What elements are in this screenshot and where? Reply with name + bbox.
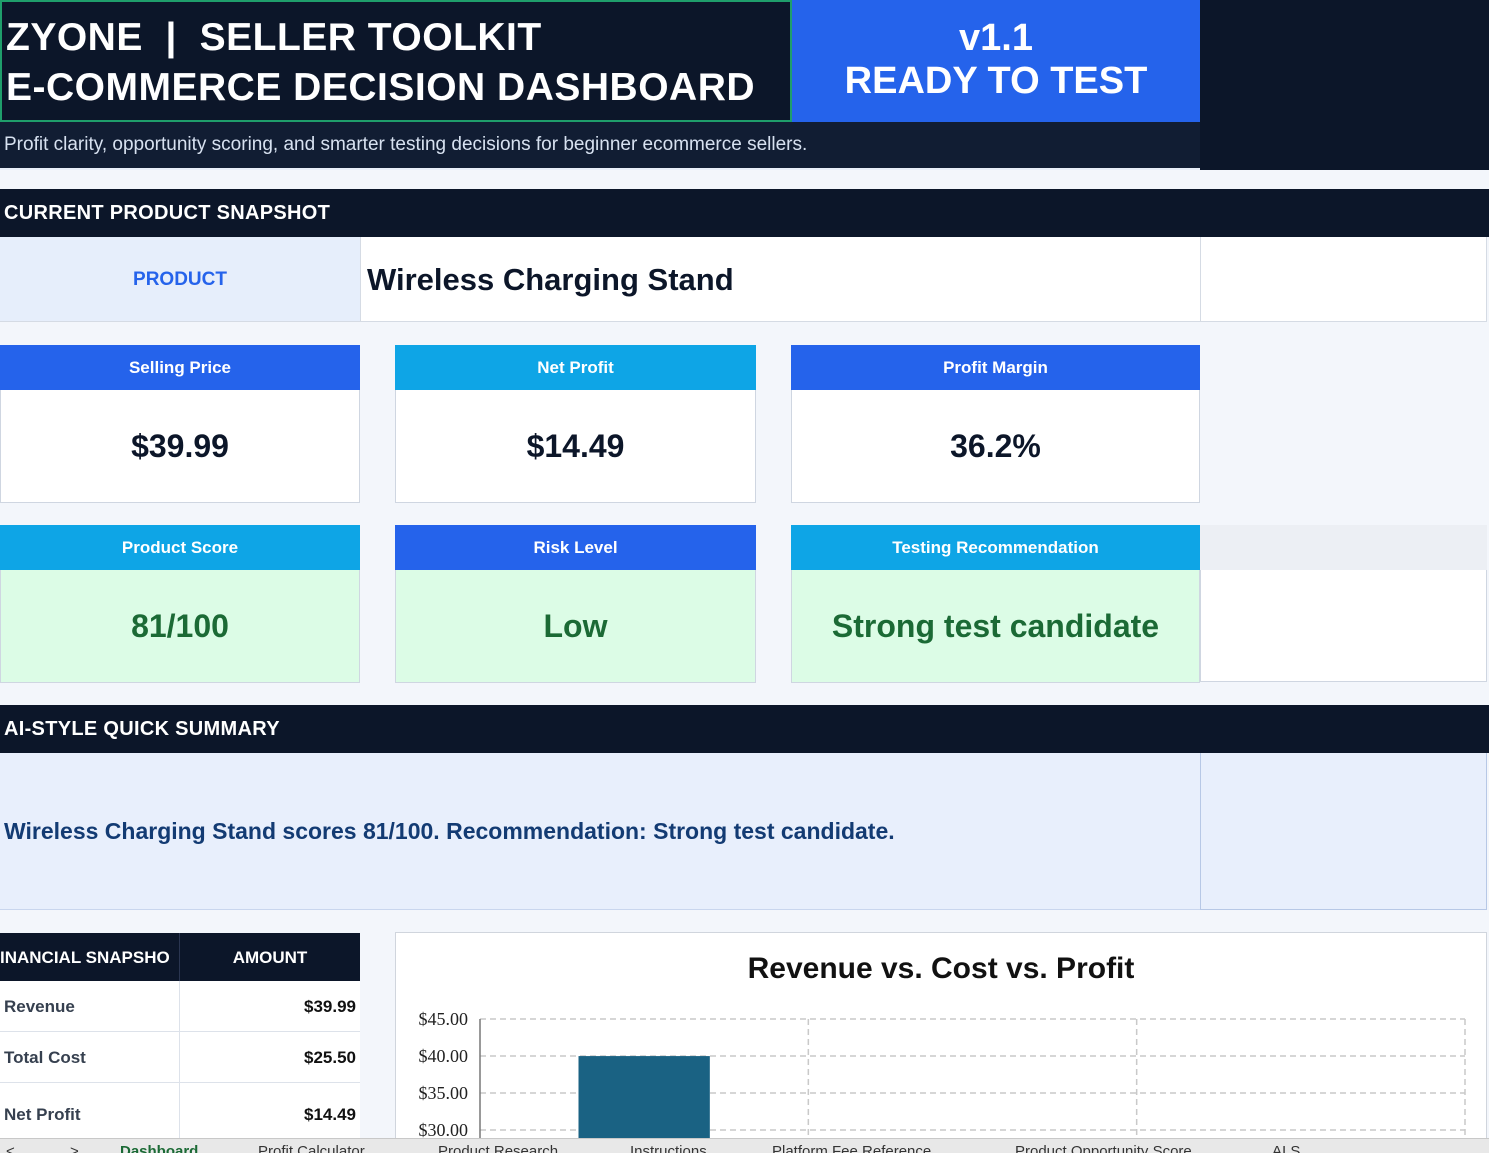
row-amount: $25.50 xyxy=(304,1048,356,1067)
table-header: INANCIAL SNAPSHO AMOUNT xyxy=(0,933,360,981)
version-number: v1.1 xyxy=(959,17,1033,59)
kpi-label: Profit Margin xyxy=(791,345,1200,390)
empty-cell[interactable] xyxy=(1200,753,1487,910)
kpi-value[interactable]: 36.2% xyxy=(791,390,1200,503)
table-row[interactable]: Revenue $39.99 xyxy=(0,981,360,1032)
section-title-summary: AI-STYLE QUICK SUMMARY xyxy=(0,705,1489,753)
y-tick-label: $45.00 xyxy=(419,1009,469,1029)
kpi-label: Risk Level xyxy=(395,525,756,570)
version-badge: v1.1 READY TO TEST xyxy=(792,0,1200,122)
sheet-tab-profit-calculator[interactable]: Profit Calculator xyxy=(258,1143,365,1153)
row-label: Net Profit xyxy=(0,1083,180,1141)
bar-revenue xyxy=(578,1056,710,1138)
tab-scroll-right[interactable]: > xyxy=(70,1143,79,1153)
table-row[interactable]: Total Cost $25.50 xyxy=(0,1032,360,1083)
column-header-amount: AMOUNT xyxy=(232,948,308,967)
kpi-label: Selling Price xyxy=(0,345,360,390)
kpi-value[interactable]: Strong test candidate xyxy=(791,570,1200,683)
header-subtitle: Profit clarity, opportunity scoring, and… xyxy=(4,134,808,155)
row-amount: $39.99 xyxy=(304,997,356,1016)
sheet-tab-bar: < > Dashboard Profit Calculator Product Rese… xyxy=(0,1138,1489,1153)
kpi-value[interactable]: $14.49 xyxy=(395,390,756,503)
empty-cell[interactable] xyxy=(1200,525,1487,570)
sheet-tab-ai-s-[interactable]: AI S... xyxy=(1272,1143,1313,1153)
kpi-value[interactable]: $39.99 xyxy=(0,390,360,503)
empty-cell[interactable] xyxy=(1200,237,1487,322)
sheet-tab-product-opportunity-score[interactable]: Product Opportunity Score xyxy=(1015,1143,1192,1153)
kpi-card-risk-level: Risk Level Low xyxy=(395,525,756,683)
kpi-card-product-score: Product Score 81/100 xyxy=(0,525,360,683)
chart-container[interactable] xyxy=(395,932,1487,1153)
kpi-value[interactable]: 81/100 xyxy=(0,570,360,683)
section-title-snapshot: CURRENT PRODUCT SNAPSHOT xyxy=(0,189,1489,237)
header-title-cell[interactable] xyxy=(0,0,792,122)
column-header-financial: INANCIAL SNAPSHO xyxy=(0,933,180,981)
bar-chart: $45.00 $40.00 $35.00 $30.00 xyxy=(419,1009,1466,1138)
tab-scroll-left[interactable]: < xyxy=(6,1143,15,1153)
financial-table: INANCIAL SNAPSHO AMOUNT Revenue $39.99 T… xyxy=(0,933,360,1141)
row-label: Total Cost xyxy=(0,1032,180,1082)
header-divider xyxy=(0,168,1200,170)
y-tick-label: $30.00 xyxy=(419,1120,469,1138)
empty-cell[interactable] xyxy=(1200,570,1487,682)
kpi-card-selling-price: Selling Price $39.99 xyxy=(0,345,360,503)
row-amount: $14.49 xyxy=(304,1105,356,1124)
product-name[interactable]: Wireless Charging Stand xyxy=(360,237,1200,322)
kpi-label: Product Score xyxy=(0,525,360,570)
y-tick-label: $35.00 xyxy=(419,1083,469,1103)
summary-text: Wireless Charging Stand scores 81/100. R… xyxy=(4,818,895,844)
version-status: READY TO TEST xyxy=(844,60,1148,102)
table-row[interactable]: Net Profit $14.49 xyxy=(0,1083,360,1141)
y-tick-label: $40.00 xyxy=(419,1046,469,1066)
summary-box[interactable] xyxy=(0,753,1200,910)
chart-title: Revenue vs. Cost vs. Profit xyxy=(747,952,1135,985)
sheet-tab-platform-fee-reference[interactable]: Platform Fee Reference xyxy=(772,1143,932,1153)
subtitle-band xyxy=(0,122,1200,170)
row-label: Revenue xyxy=(0,981,180,1031)
sheet-tab-instructions[interactable]: Instructions xyxy=(630,1143,707,1153)
header-title-line1: ZYONE | SELLER TOOLKIT xyxy=(6,16,542,59)
kpi-card-net-profit: Net Profit $14.49 xyxy=(395,345,756,503)
kpi-label: Net Profit xyxy=(395,345,756,390)
kpi-card-profit-margin: Profit Margin 36.2% xyxy=(791,345,1200,503)
header-title-line2: E-COMMERCE DECISION DASHBOARD xyxy=(6,66,756,109)
sheet-tab-product-research[interactable]: Product Research xyxy=(438,1143,559,1153)
sheet-tab-dashboard[interactable]: Dashboard xyxy=(120,1143,199,1153)
kpi-value[interactable]: Low xyxy=(395,570,756,683)
product-label: PRODUCT xyxy=(0,237,360,322)
kpi-card-testing-recommendation: Testing Recommendation Strong test candi… xyxy=(791,525,1200,683)
kpi-label: Testing Recommendation xyxy=(791,525,1200,570)
